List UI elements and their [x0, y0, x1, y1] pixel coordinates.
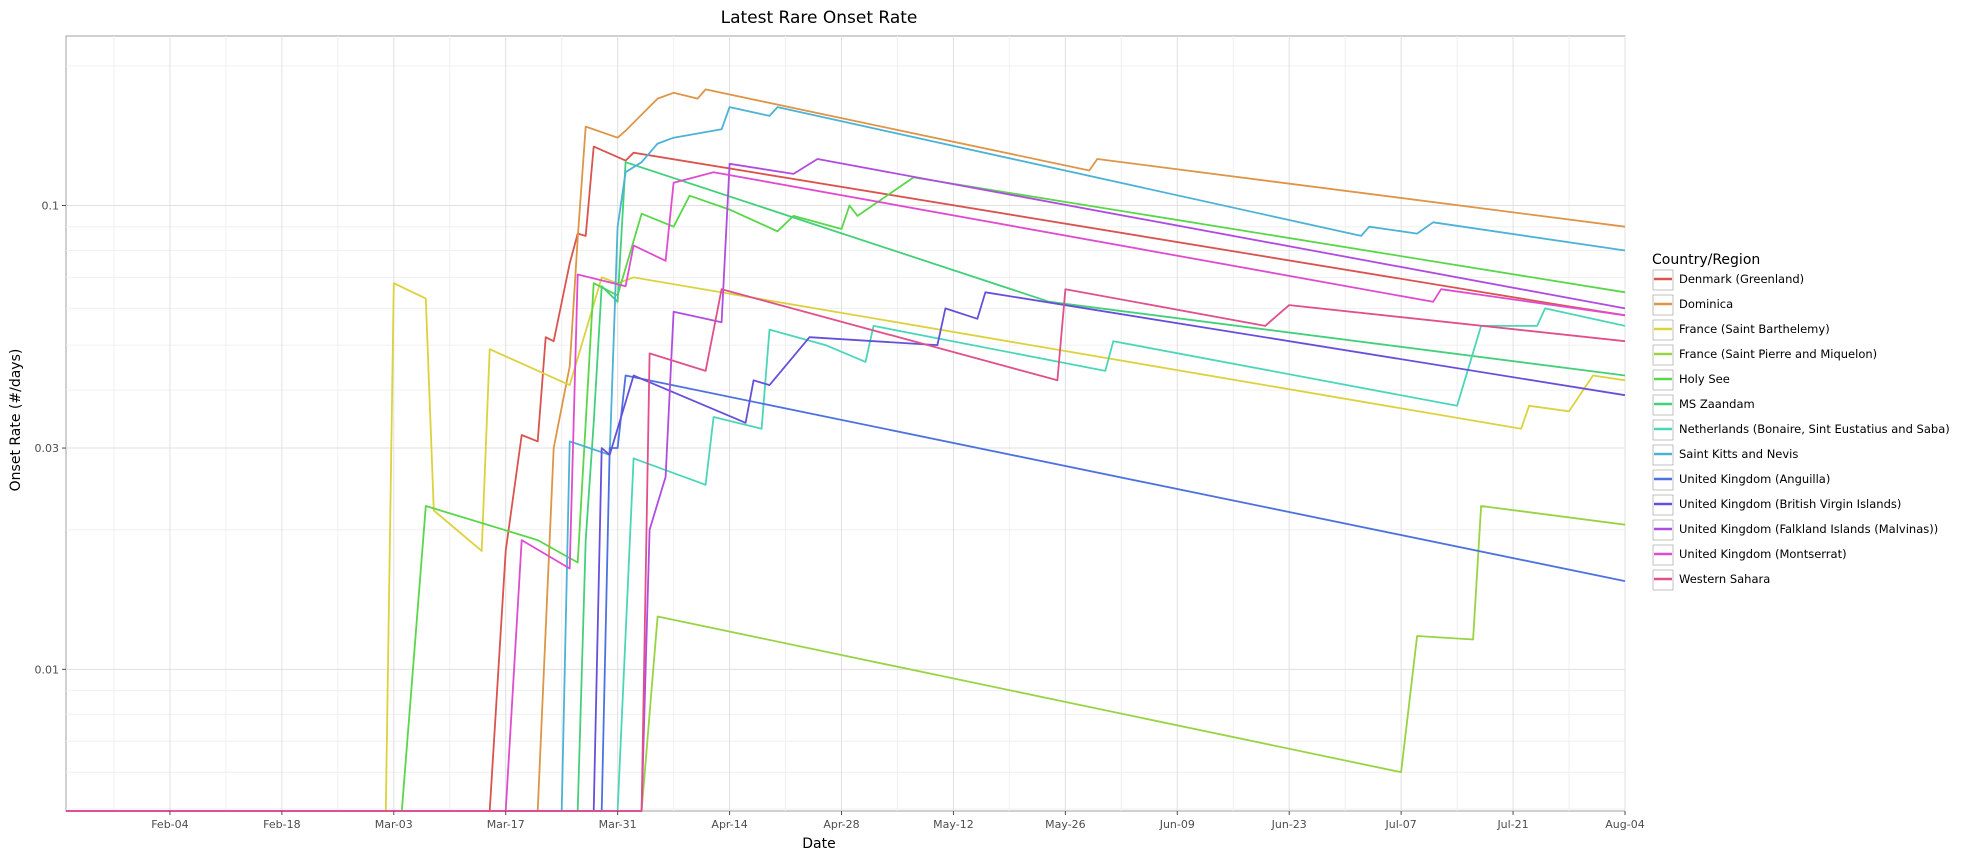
x-tick-label: May-12 [933, 818, 974, 831]
grid-lines [66, 36, 1626, 811]
y-tick-label: 0.03 [35, 442, 60, 455]
series-line [66, 161, 1626, 812]
series-line [66, 158, 1626, 812]
legend-label: United Kingdom (Anguilla) [1679, 472, 1830, 486]
legend-label: MS Zaandam [1679, 397, 1755, 411]
chart-title: Latest Rare Onset Rate [721, 8, 918, 28]
series-line [66, 291, 1626, 812]
legend-label: France (Saint Barthelemy) [1679, 322, 1830, 336]
x-tick-label: Jun-23 [1271, 818, 1307, 831]
legend: Denmark (Greenland) Dominica France (Saint… [1652, 269, 1950, 591]
y-tick-label: 0.01 [35, 663, 60, 676]
series-line [66, 176, 1626, 812]
series-line [66, 276, 1626, 812]
x-tick-label: Mar-17 [487, 818, 525, 831]
legend-label: United Kingdom (Montserrat) [1679, 547, 1847, 561]
x-axis-title: Date [802, 836, 835, 852]
x-tick-label: Feb-04 [151, 818, 188, 831]
series-line [66, 307, 1626, 812]
x-axis-ticks: Feb-04 Feb-18 Mar-03 Mar-17 Mar-31 Apr-14 Apr-… [151, 811, 1645, 831]
x-tick-label: Jun-09 [1159, 818, 1195, 831]
x-tick-label: Mar-03 [375, 818, 413, 831]
plot-panel [65, 35, 1626, 812]
series-line [66, 145, 1626, 812]
series-line [66, 171, 1626, 812]
x-tick-label: Apr-14 [711, 818, 747, 831]
legend-label: Denmark (Greenland) [1679, 272, 1804, 286]
series-line [66, 505, 1626, 812]
y-tick-label: 0.1 [42, 200, 60, 213]
legend-label: France (Saint Pierre and Miquelon) [1679, 347, 1877, 361]
x-tick-label: May-26 [1045, 818, 1086, 831]
legend-label: Western Sahara [1679, 572, 1770, 586]
legend-label: Holy See [1679, 372, 1730, 386]
legend-title: Country/Region [1652, 252, 1760, 268]
legend-label: Netherlands (Bonaire, Sint Eustatius and… [1679, 422, 1950, 436]
series-lines [66, 88, 1626, 812]
legend-label: United Kingdom (British Virgin Islands) [1679, 497, 1901, 511]
y-axis-ticks: 0.01 0.03 0.1 [35, 200, 66, 676]
x-tick-label: Apr-28 [823, 818, 859, 831]
x-tick-label: Aug-04 [1605, 818, 1644, 831]
legend-label: United Kingdom (Falkland Islands (Malvin… [1679, 522, 1938, 536]
x-tick-label: Jul-07 [1385, 818, 1417, 831]
legend-label: Saint Kitts and Nevis [1679, 447, 1798, 461]
series-line [66, 288, 1626, 812]
y-axis-title: Onset Rate (#/days) [8, 349, 24, 492]
x-tick-label: Mar-31 [599, 818, 637, 831]
x-tick-label: Feb-18 [263, 818, 300, 831]
legend-label: Dominica [1679, 297, 1733, 311]
x-tick-label: Jul-21 [1496, 818, 1528, 831]
series-line [66, 88, 1626, 812]
